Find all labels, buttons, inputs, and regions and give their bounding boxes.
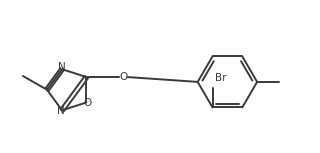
Text: O: O [83,98,92,108]
Text: Br: Br [214,73,226,83]
Text: N: N [58,62,66,72]
Text: O: O [119,72,127,82]
Text: N: N [57,106,65,116]
